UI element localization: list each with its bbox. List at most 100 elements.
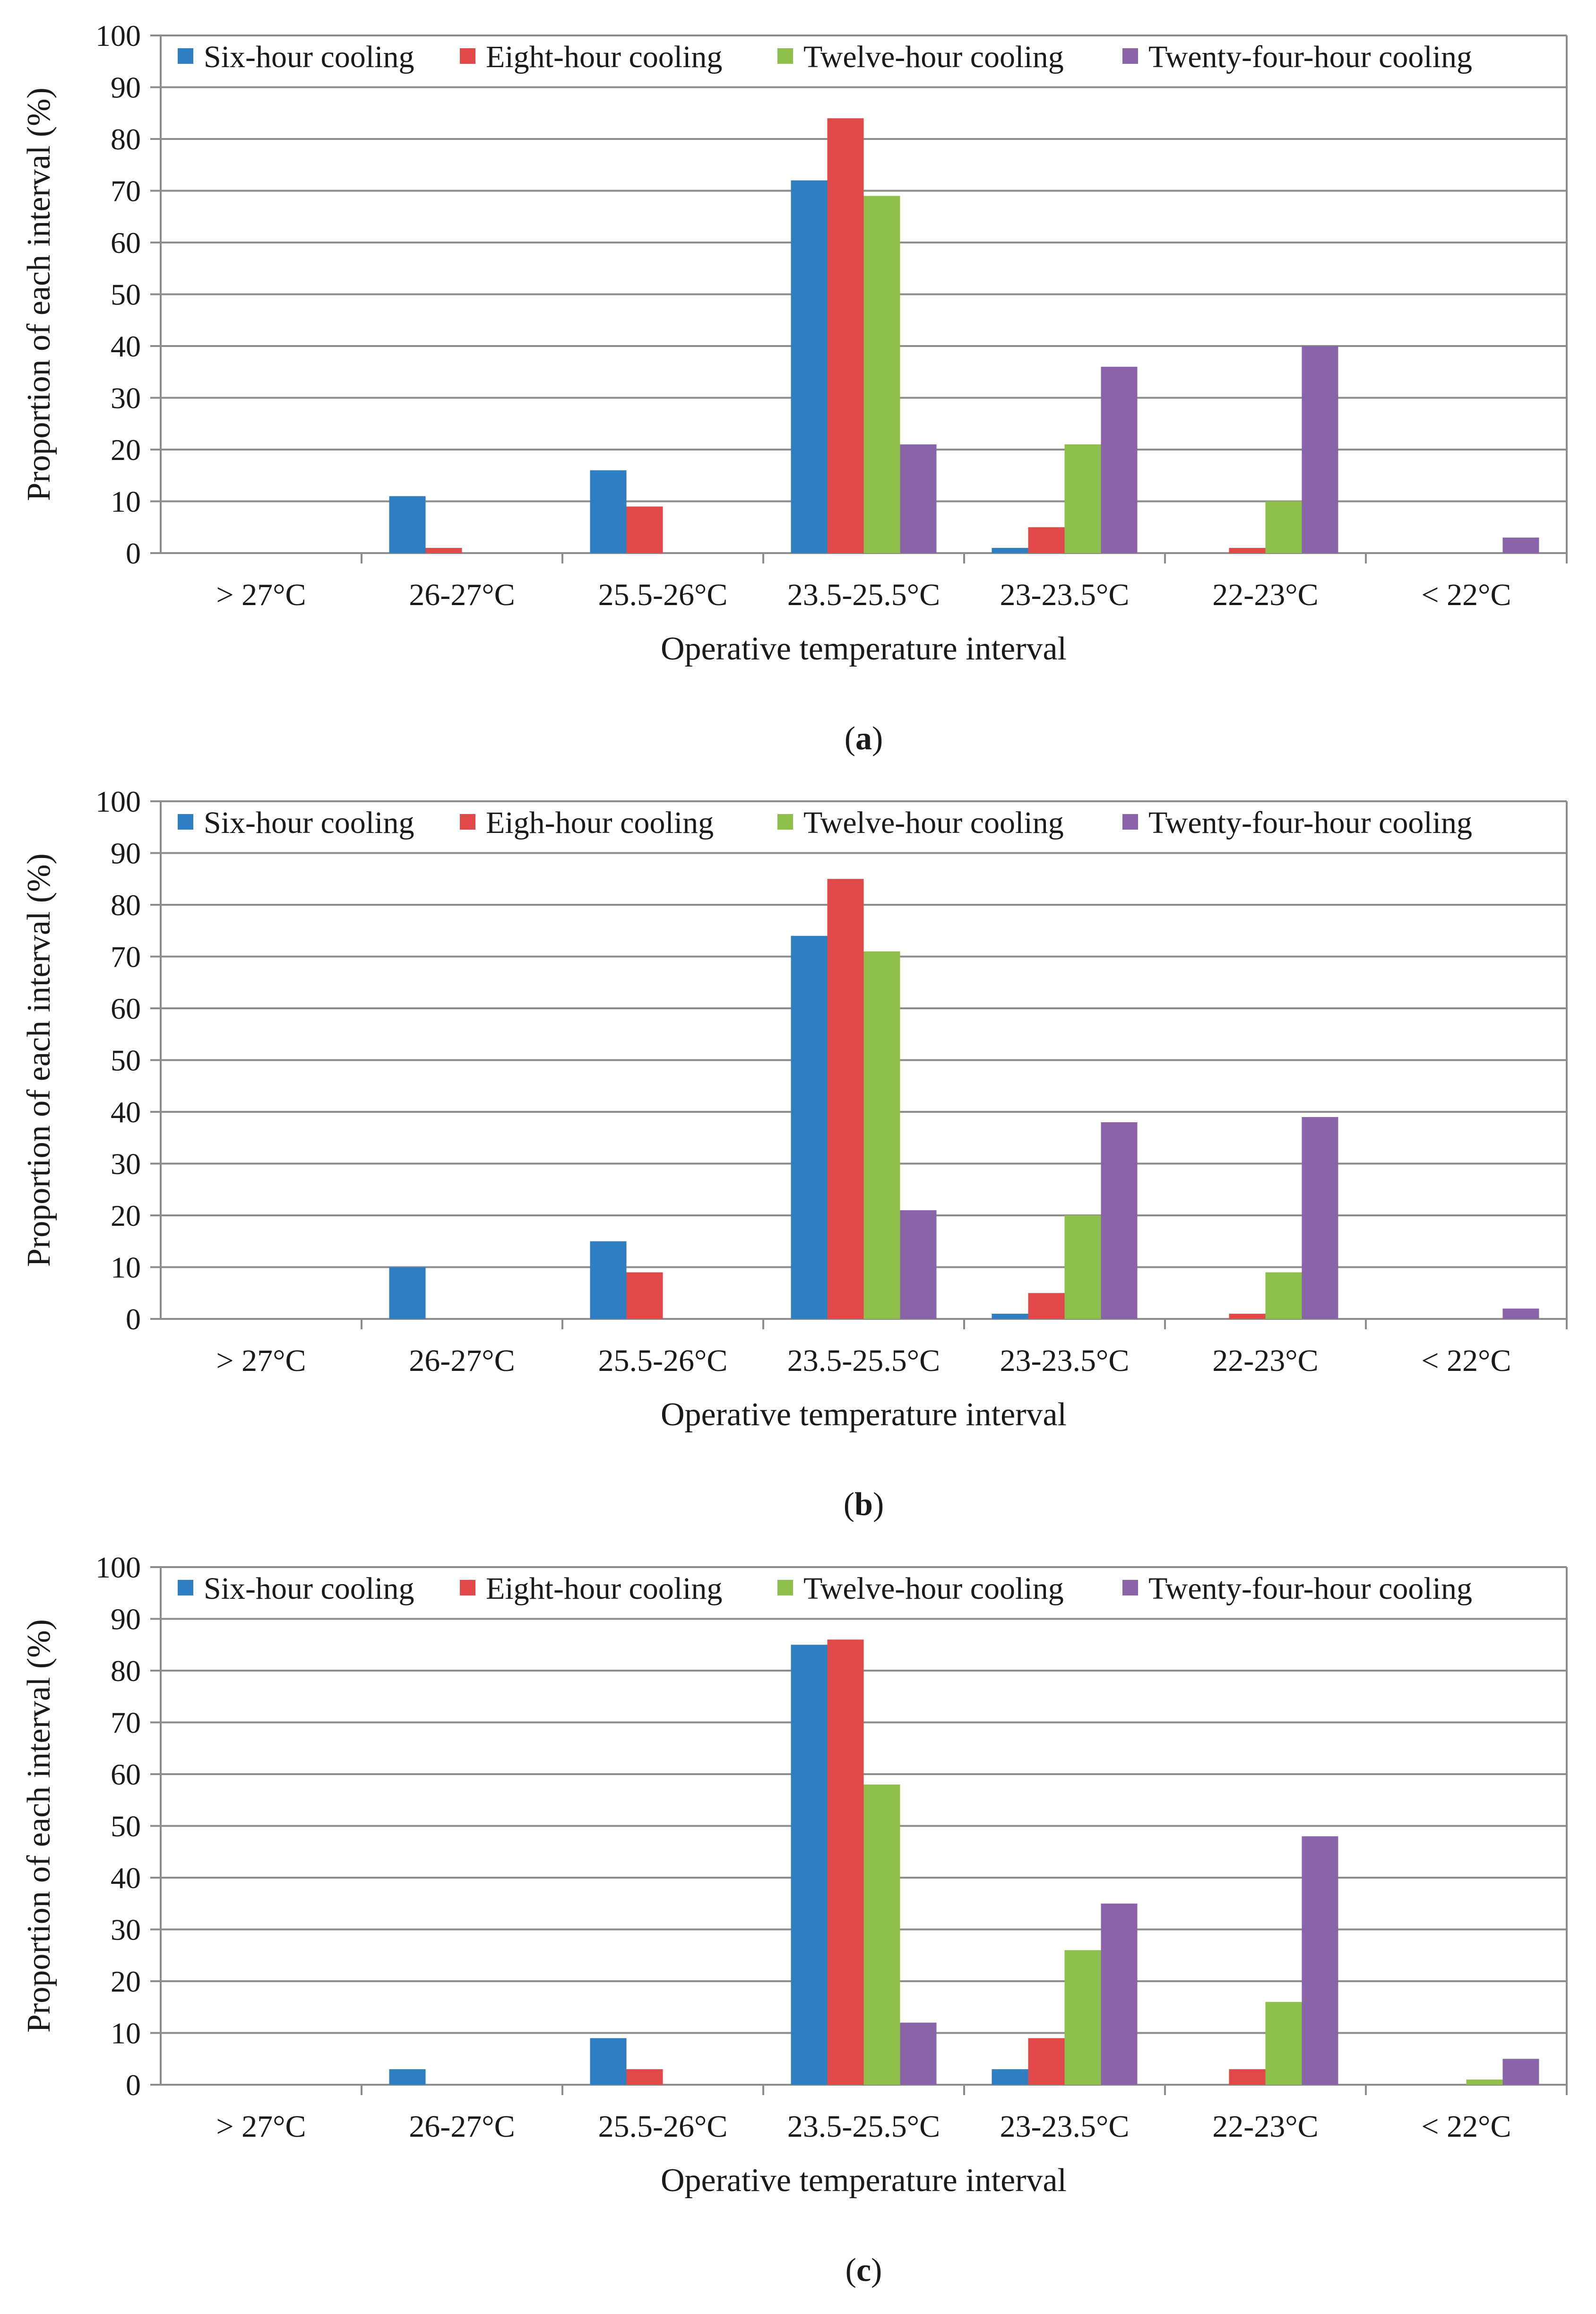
legend-entry: Twelve-hour cooling bbox=[777, 806, 1064, 840]
x-tick-label: 23-23.5°C bbox=[1000, 2109, 1130, 2144]
legend-swatch bbox=[178, 814, 193, 830]
legend-label: Twenty-four-hour cooling bbox=[1148, 40, 1472, 74]
legend-entry: Twelve-hour cooling bbox=[777, 1571, 1064, 1606]
legend-swatch bbox=[777, 814, 793, 830]
y-tick-label: 90 bbox=[111, 1603, 141, 1636]
panel-caption: (a) bbox=[845, 720, 883, 757]
bar bbox=[590, 470, 627, 553]
y-tick-label: 70 bbox=[111, 174, 141, 208]
bar bbox=[1028, 1293, 1065, 1319]
x-tick-label: 25.5-26°C bbox=[598, 2109, 728, 2144]
legend-swatch bbox=[178, 1580, 193, 1595]
y-tick-label: 10 bbox=[111, 485, 141, 519]
legend-entry: Twenty-four-hour cooling bbox=[1122, 1571, 1472, 1606]
bar bbox=[389, 2069, 426, 2085]
bar bbox=[791, 180, 828, 554]
panel-caption: (b) bbox=[844, 1486, 884, 1523]
bar bbox=[425, 548, 462, 553]
y-tick-label: 20 bbox=[111, 1965, 141, 1998]
bar bbox=[827, 879, 864, 1319]
y-tick-label: 60 bbox=[111, 992, 141, 1025]
bar bbox=[1101, 1903, 1138, 2085]
bar bbox=[389, 496, 426, 553]
y-tick-label: 60 bbox=[111, 1758, 141, 1791]
bar bbox=[1265, 501, 1302, 553]
bar bbox=[1101, 366, 1138, 553]
y-tick-label: 90 bbox=[111, 837, 141, 870]
bar bbox=[1502, 1309, 1539, 1319]
legend-label: Eigh-hour cooling bbox=[486, 806, 714, 840]
bar bbox=[863, 951, 900, 1319]
bar bbox=[1229, 1314, 1266, 1319]
legend-label: Twelve-hour cooling bbox=[803, 1571, 1064, 1606]
legend-entry: Eigh-hour cooling bbox=[460, 806, 714, 840]
x-tick-label: 26-27°C bbox=[409, 2109, 515, 2144]
bar bbox=[1229, 548, 1266, 553]
legend-label: Six-hour cooling bbox=[204, 806, 414, 840]
y-tick-label: 0 bbox=[126, 537, 141, 570]
y-tick-label: 0 bbox=[126, 2068, 141, 2102]
bar bbox=[389, 1267, 426, 1319]
legend-swatch bbox=[460, 48, 475, 64]
legend-swatch bbox=[1122, 1580, 1138, 1595]
y-tick-label: 50 bbox=[111, 1810, 141, 1843]
x-tick-label: < 22°C bbox=[1421, 1343, 1511, 1378]
y-tick-label: 80 bbox=[111, 888, 141, 922]
bar bbox=[992, 1314, 1028, 1319]
y-tick-label: 80 bbox=[111, 1654, 141, 1688]
x-tick-label: 25.5-26°C bbox=[598, 578, 728, 612]
x-axis-title: Operative temperature interval bbox=[661, 631, 1067, 667]
legend-entry: Eight-hour cooling bbox=[460, 40, 722, 74]
y-tick-label: 10 bbox=[111, 1251, 141, 1284]
bar bbox=[1064, 1215, 1101, 1319]
x-axis-title: Operative temperature interval bbox=[661, 2162, 1067, 2199]
x-tick-label: 23.5-25.5°C bbox=[787, 2109, 940, 2144]
bar bbox=[590, 1241, 627, 1319]
x-tick-label: 22-23°C bbox=[1212, 1343, 1318, 1378]
bar bbox=[992, 2069, 1028, 2085]
legend-swatch bbox=[777, 48, 793, 64]
y-tick-label: 40 bbox=[111, 1095, 141, 1129]
y-tick-label: 70 bbox=[111, 1706, 141, 1740]
bar bbox=[1064, 444, 1101, 553]
y-tick-label: 70 bbox=[111, 940, 141, 974]
y-tick-label: 0 bbox=[126, 1302, 141, 1336]
bar bbox=[1101, 1122, 1138, 1319]
y-tick-label: 80 bbox=[111, 122, 141, 156]
bar bbox=[1265, 1272, 1302, 1319]
y-tick-label: 100 bbox=[95, 785, 141, 818]
chart-panel-a: 0 10 20 30 40 50 60 70 80 90 100 > 27°C 26-27°C 25.5-… bbox=[21, 19, 1568, 757]
legend-label: Eight-hour cooling bbox=[486, 40, 722, 74]
x-tick-label: 25.5-26°C bbox=[598, 1343, 728, 1378]
y-tick-label: 40 bbox=[111, 1861, 141, 1895]
x-tick-label: 26-27°C bbox=[409, 1343, 515, 1378]
y-tick-label: 50 bbox=[111, 278, 141, 312]
bar bbox=[1302, 1836, 1338, 2085]
bar bbox=[1302, 346, 1338, 553]
legend-entry: Six-hour cooling bbox=[178, 806, 414, 840]
bar bbox=[791, 1645, 828, 2085]
bar bbox=[1229, 2069, 1266, 2085]
legend-entry: Twenty-four-hour cooling bbox=[1122, 806, 1472, 840]
legend-entry: Six-hour cooling bbox=[178, 40, 414, 74]
bar bbox=[1502, 537, 1539, 553]
x-tick-label: 23-23.5°C bbox=[1000, 1343, 1130, 1378]
bar bbox=[1028, 527, 1065, 553]
legend-label: Six-hour cooling bbox=[204, 40, 414, 74]
y-tick-label: 30 bbox=[111, 1147, 141, 1181]
x-tick-label: 23.5-25.5°C bbox=[787, 1343, 940, 1378]
x-tick-label: 26-27°C bbox=[409, 578, 515, 612]
bar bbox=[626, 506, 663, 553]
x-tick-label: 23-23.5°C bbox=[1000, 578, 1130, 612]
y-tick-label: 30 bbox=[111, 381, 141, 415]
x-tick-label: < 22°C bbox=[1421, 2109, 1511, 2144]
bar bbox=[900, 444, 937, 553]
chart-panel-b: 0 10 20 30 40 50 60 70 80 90 100 > 27°C 26-27°C 25.5-… bbox=[21, 785, 1568, 1523]
legend-label: Twenty-four-hour cooling bbox=[1148, 1571, 1472, 1606]
y-tick-label: 60 bbox=[111, 226, 141, 260]
bar bbox=[863, 1784, 900, 2085]
bar bbox=[590, 2038, 627, 2085]
panel-letter: a bbox=[855, 720, 872, 757]
x-tick-label: 22-23°C bbox=[1212, 578, 1318, 612]
